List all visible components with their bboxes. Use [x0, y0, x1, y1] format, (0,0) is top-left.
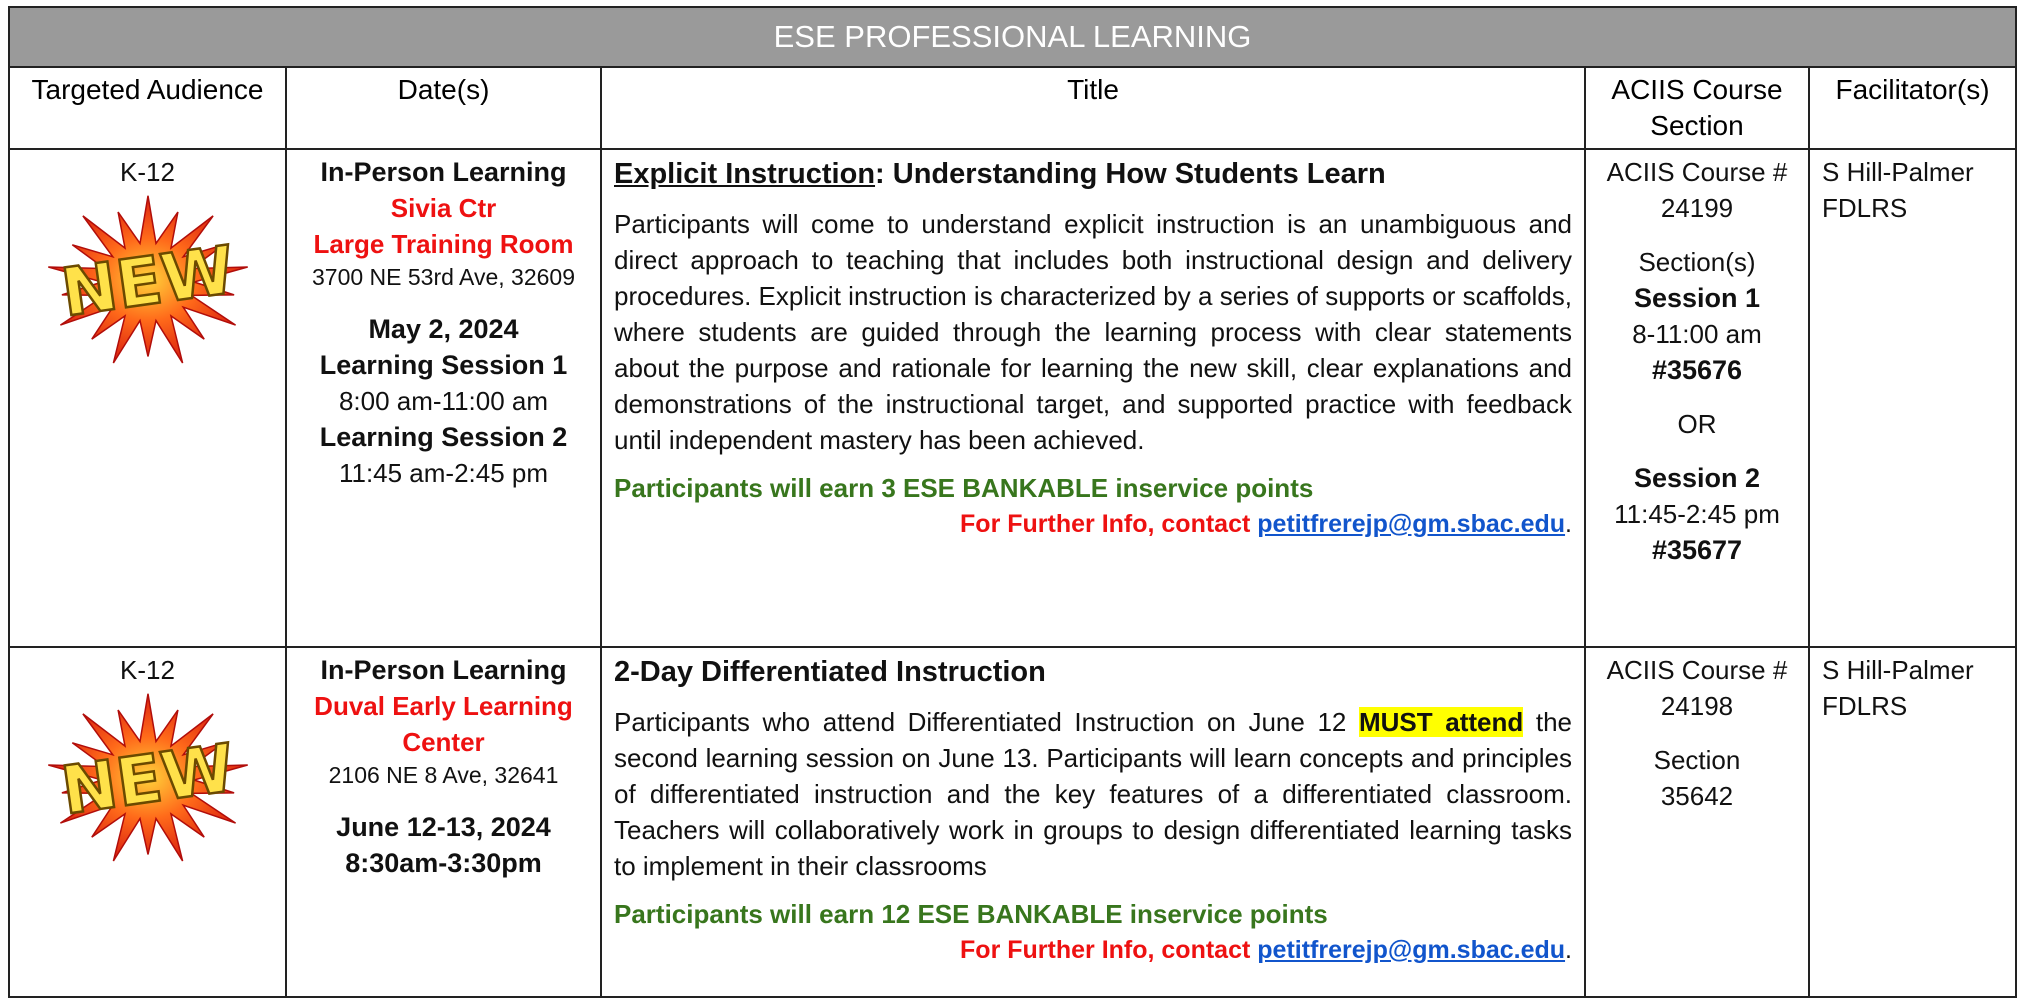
- column-header: Targeted Audience: [8, 66, 287, 150]
- facilitator: FDLRS: [1822, 691, 1908, 721]
- highlight: MUST attend: [1358, 707, 1524, 737]
- session: Session 1: [1633, 283, 1761, 313]
- time: 8:00 am-11:00 am: [338, 386, 549, 416]
- format: In-Person Learning: [320, 157, 567, 187]
- facilitator: FDLRS: [1822, 193, 1908, 223]
- column-header: ACIIS Course Section: [1584, 66, 1810, 150]
- contact-label: For Further Info, contact: [960, 936, 1251, 964]
- description-text: Participants will come to understand exp…: [614, 209, 1572, 455]
- description-text: Participants who attend Differentiated I…: [614, 707, 1359, 737]
- badge-burst: [47, 693, 248, 862]
- course-row: K-12 NEW In-Person Learning Sivia Ctr La…: [8, 148, 2017, 648]
- facilitator-cell: S Hill-Palmer FDLRS: [1807, 646, 2017, 998]
- schedule: ESE PROFESSIONAL LEARNING Targeted Audie…: [7, 6, 2017, 998]
- contact-end: .: [1565, 936, 1572, 964]
- column-header: Facilitator(s): [1807, 66, 2017, 150]
- description-text: the second learning session on June 13. …: [614, 707, 1572, 881]
- course-label: ACIIS Course #: [1606, 157, 1788, 187]
- email-link[interactable]: petitfrerejp@gm.sbac.edu: [1257, 936, 1566, 964]
- course-label: ACIIS Course #: [1606, 655, 1788, 685]
- location: Large Training Room: [313, 229, 574, 259]
- time: 11:45-2:45 pm: [1614, 499, 1780, 529]
- facilitator: S Hill-Palmer: [1822, 157, 1974, 187]
- contact-label: For Further Info, contact: [960, 510, 1251, 538]
- new-badge: NEW: [47, 693, 248, 862]
- audience: K-12: [120, 655, 175, 685]
- contact: For Further Info, contact petitfrerejp@g…: [614, 506, 1572, 542]
- audience-cell: K-12 NEW: [8, 148, 287, 648]
- aciis-cell: ACIIS Course # 24199 Section(s) Session …: [1584, 148, 1810, 648]
- session: Learning Session 2: [319, 422, 568, 452]
- course-row: K-12 NEW In-Person Learning Duval Early …: [8, 646, 2017, 998]
- contact-end: .: [1565, 510, 1572, 538]
- column-header: Date(s): [285, 66, 602, 150]
- section-number: #35677: [1651, 535, 1743, 565]
- schedule-table: ESE PROFESSIONAL LEARNING Targeted Audie…: [7, 6, 2017, 998]
- audience: K-12: [120, 157, 175, 187]
- location: Duval Early Learning Center: [314, 691, 573, 757]
- course-title: Explicit Instruction: Understanding How …: [614, 154, 1572, 194]
- session: Learning Session 1: [319, 350, 568, 380]
- section-number: #35676: [1651, 355, 1743, 385]
- badge-burst: [47, 195, 248, 364]
- course-number: 24198: [1660, 691, 1734, 721]
- description: Participants who attend Differentiated I…: [614, 704, 1572, 884]
- section-label: Section(s): [1638, 247, 1756, 277]
- column-header: Title: [600, 66, 1586, 150]
- time: 11:45 am-2:45 pm: [338, 458, 549, 488]
- address: 2106 NE 8 Ave, 32641: [328, 762, 559, 788]
- location: Sivia Ctr: [390, 193, 497, 223]
- contact: For Further Info, contact petitfrerejp@g…: [614, 932, 1572, 968]
- aciis-cell: ACIIS Course # 24198 Section 35642: [1584, 646, 1810, 998]
- facilitator: S Hill-Palmer: [1822, 655, 1974, 685]
- course-title-part: 2-Day Differentiated Instruction: [614, 656, 1046, 688]
- email-link[interactable]: petitfrerejp@gm.sbac.edu: [1257, 510, 1566, 538]
- section-label: Section: [1653, 745, 1741, 775]
- new-badge: NEW: [47, 195, 248, 364]
- date: June 12-13, 2024: [336, 812, 551, 842]
- facilitator-cell: S Hill-Palmer FDLRS: [1807, 148, 2017, 648]
- format: In-Person Learning: [320, 655, 567, 685]
- banner-title: ESE PROFESSIONAL LEARNING: [7, 6, 2017, 68]
- title-cell: Explicit Instruction: Understanding How …: [600, 148, 1586, 648]
- address: 3700 NE 53rd Ave, 32609: [311, 264, 575, 290]
- course-title: 2-Day Differentiated Instruction: [614, 652, 1572, 692]
- time: 8:30am-3:30pm: [345, 848, 542, 878]
- dates-cell: In-Person Learning Duval Early Learning …: [285, 646, 602, 998]
- session: Session 2: [1633, 463, 1761, 493]
- course-number: 24199: [1660, 193, 1734, 223]
- description: Participants will come to understand exp…: [614, 206, 1572, 458]
- points: Participants will earn 12 ESE BANKABLE i…: [614, 899, 1328, 929]
- or: OR: [1677, 409, 1717, 439]
- points: Participants will earn 3 ESE BANKABLE in…: [614, 473, 1314, 503]
- course-title-part: Explicit Instruction: [614, 158, 876, 190]
- course-title-part: : Understanding How Students Learn: [875, 158, 1386, 190]
- dates-cell: In-Person Learning Sivia Ctr Large Train…: [285, 148, 602, 648]
- time: 8-11:00 am: [1632, 319, 1762, 349]
- date: May 2, 2024: [368, 314, 519, 344]
- audience-cell: K-12 NEW: [8, 646, 287, 998]
- section-number: 35642: [1660, 781, 1734, 811]
- title-cell: 2-Day Differentiated Instruction Partici…: [600, 646, 1586, 998]
